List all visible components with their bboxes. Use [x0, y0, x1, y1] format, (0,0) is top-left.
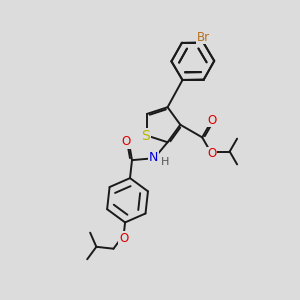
Text: S: S	[141, 129, 150, 142]
Text: O: O	[119, 232, 128, 245]
Text: Br: Br	[196, 31, 210, 44]
Text: O: O	[122, 135, 131, 148]
Text: N: N	[149, 151, 158, 164]
Text: O: O	[207, 147, 217, 161]
Text: H: H	[160, 157, 169, 167]
Text: O: O	[207, 114, 217, 127]
